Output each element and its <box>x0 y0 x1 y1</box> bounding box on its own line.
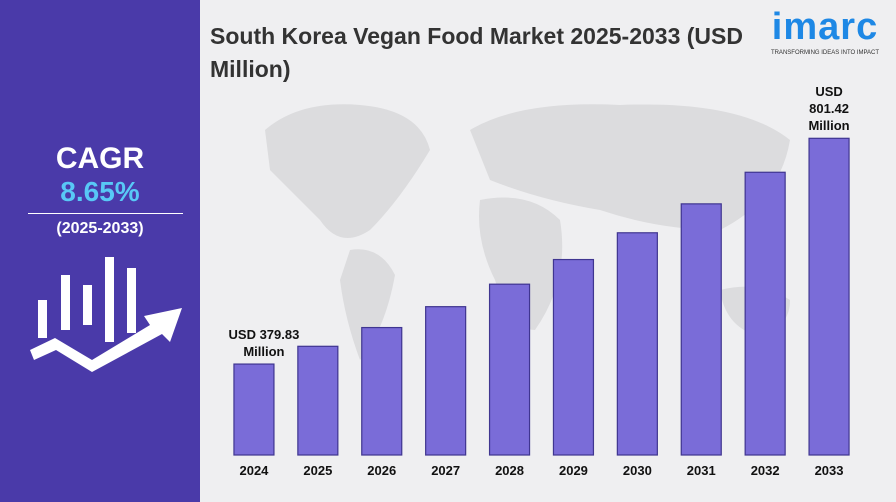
x-tick-label: 2032 <box>751 463 780 478</box>
x-tick-label: 2025 <box>303 463 332 478</box>
bar <box>552 258 595 456</box>
bar <box>488 283 531 456</box>
x-tick-label: 2030 <box>623 463 652 478</box>
cagr-label: CAGR <box>55 142 145 175</box>
bar <box>297 345 339 456</box>
cagr-period: (2025-2033) <box>56 220 144 237</box>
world-map <box>265 104 790 360</box>
x-tick-label: 2031 <box>687 463 716 478</box>
cagr-value: 8.65% <box>60 176 140 207</box>
x-tick-label: 2026 <box>367 463 396 478</box>
x-tick-label: 2028 <box>495 463 524 478</box>
bar <box>680 203 722 456</box>
growth-icon <box>30 257 182 372</box>
x-tick-label: 2024 <box>239 463 269 478</box>
chart-title: South Korea Vegan Food Market 2025-2033 … <box>210 23 743 82</box>
bar <box>361 326 403 456</box>
bar <box>233 363 275 456</box>
bar <box>425 306 467 456</box>
x-tick-label: 2027 <box>431 463 460 478</box>
x-tick-label: 2029 <box>559 463 588 478</box>
x-tick-label: 2033 <box>815 463 844 478</box>
sidebar: CAGR 8.65% (2025-2033) <box>0 0 200 502</box>
value-label: USD 379.83 Million <box>228 327 300 360</box>
brand-name: imarc <box>771 6 879 48</box>
bar <box>744 171 786 456</box>
bar <box>808 137 850 456</box>
brand-tagline: TRANSFORMING IDEAS INTO IMPACT <box>770 50 880 56</box>
bar <box>616 232 658 456</box>
value-label: USD 801.42 Million <box>808 84 850 134</box>
divider <box>28 213 183 214</box>
